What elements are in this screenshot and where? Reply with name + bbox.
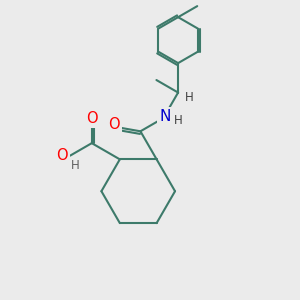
Text: O: O [56,148,68,163]
Text: O: O [109,117,120,132]
Text: H: H [71,159,80,172]
Text: H: H [185,91,194,104]
Text: N: N [159,109,170,124]
Text: H: H [174,115,182,128]
Text: O: O [86,111,98,126]
